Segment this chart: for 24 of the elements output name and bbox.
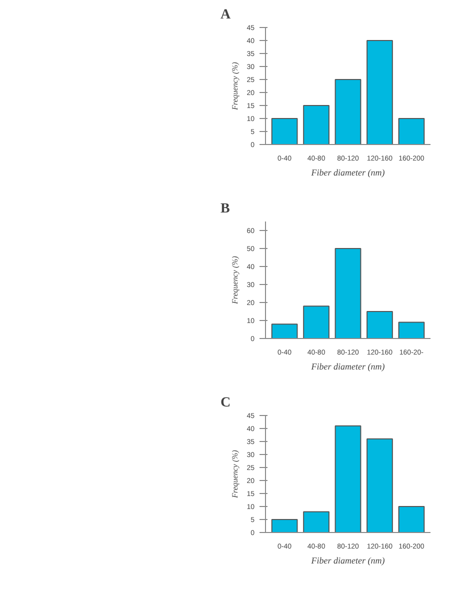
bar <box>271 324 298 338</box>
bar <box>366 40 393 144</box>
bar <box>303 105 330 144</box>
bar <box>303 306 330 338</box>
x-axis-title: Fiber diameter (nm) <box>310 362 385 372</box>
bar <box>271 118 298 144</box>
y-axis-title: Frequency (%) <box>230 62 240 111</box>
bar <box>366 311 393 338</box>
bar <box>334 79 362 144</box>
bar <box>271 519 298 532</box>
y-axis-title: Frequency (%) <box>230 450 240 499</box>
bar <box>303 511 330 532</box>
bar <box>334 248 362 338</box>
chart-title: C <box>220 396 231 410</box>
bar <box>398 118 425 144</box>
bar <box>398 322 425 338</box>
x-axis-title: Fiber diameter (nm) <box>310 556 385 566</box>
chart-title: B <box>220 202 230 216</box>
y-axis-title: Frequency (%) <box>230 256 240 305</box>
chart-title: A <box>220 8 232 22</box>
bar <box>366 438 393 532</box>
x-axis-title: Fiber diameter (nm) <box>310 168 385 178</box>
bar <box>398 506 425 532</box>
bar <box>334 425 362 532</box>
